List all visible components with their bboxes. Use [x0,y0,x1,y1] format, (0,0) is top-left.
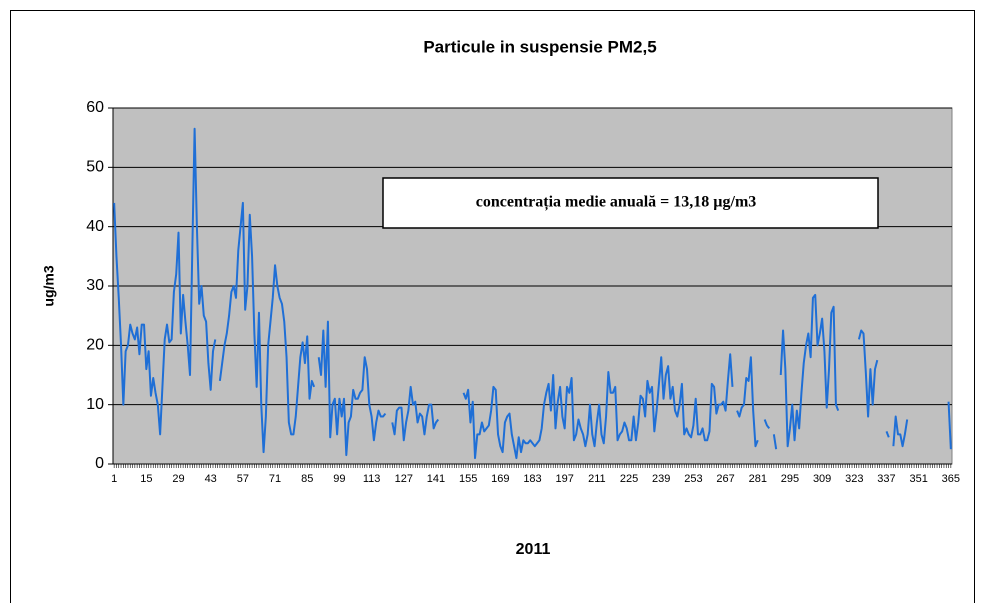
data-line [462,353,734,460]
chart-title: Particule in suspensie PM2,5 [423,37,656,56]
x-tick-label: 99 [333,473,345,485]
data-line [779,293,840,448]
x-tick-label: 1 [111,473,117,485]
x-tick-label: 267 [716,473,734,485]
y-axis-label: ug/m3 [41,265,57,306]
x-tick-label: 253 [684,473,702,485]
data-line [391,385,440,442]
x-tick-label: 155 [459,473,477,485]
y-tick-label: 50 [86,159,104,176]
y-tick-label: 60 [86,99,104,116]
x-tick-label: 127 [395,473,413,485]
x-tick-label: 337 [877,473,895,485]
data-line [857,329,879,418]
data-line [772,434,778,450]
data-line [947,401,952,450]
x-tick-label: 141 [427,473,445,485]
x-tick-label: 239 [652,473,670,485]
x-tick-label: 169 [491,473,509,485]
data-line [763,419,771,430]
data-line [885,431,890,438]
x-tick-label: 281 [749,473,767,485]
data-line [113,127,217,436]
y-tick-label: 0 [95,455,104,472]
x-tick-label: 225 [620,473,638,485]
x-tick-label: 365 [942,473,960,485]
x-axis-label: 2011 [516,541,551,558]
annotation: concentrația medie anuală = 13,18 µg/m3 [476,194,757,212]
y-tick-label: 30 [86,277,104,294]
x-tick-label: 71 [269,473,281,485]
x-tick-label: 57 [237,473,249,485]
y-tick-label: 40 [86,218,104,235]
x-tick-label: 183 [523,473,541,485]
x-tick-label: 211 [588,473,606,485]
y-tick-label: 20 [86,337,104,354]
data-line [736,356,759,448]
x-tick-label: 43 [205,473,217,485]
data-line [218,201,316,454]
x-tick-label: 351 [909,473,927,485]
x-tick-label: 29 [172,473,184,485]
annotation-box [382,177,879,229]
x-tick-label: 323 [845,473,863,485]
x-tick-label: 295 [781,473,799,485]
y-tick-label: 10 [86,396,104,413]
x-tick-label: 197 [556,473,574,485]
x-tick-label: 309 [813,473,831,485]
data-line [892,415,909,448]
x-tick-label: 15 [140,473,152,485]
x-tick-label: 85 [301,473,313,485]
data-line [317,320,387,457]
x-tick-label: 113 [363,473,381,485]
